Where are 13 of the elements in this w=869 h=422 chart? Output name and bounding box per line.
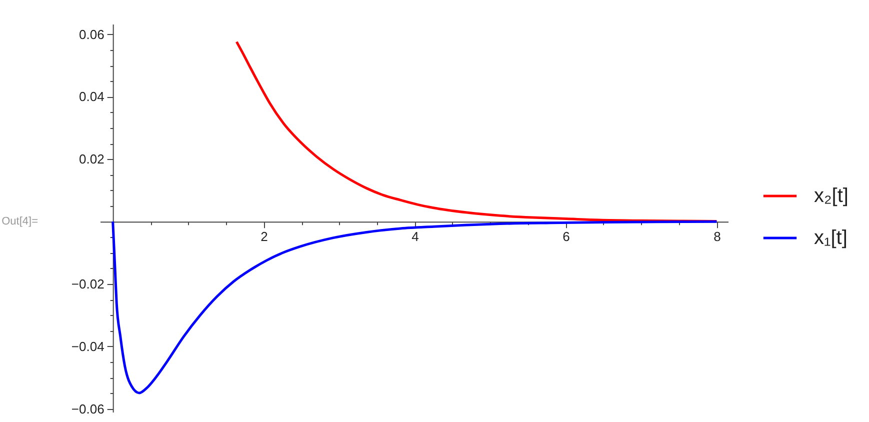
legend-label: x₂[t] [814,185,848,207]
y-tick-label: 0.04 [79,89,104,104]
y-tick-label: −0.04 [71,338,104,354]
y-tick-label: 0.02 [79,152,104,167]
y-tick-label: −0.02 [71,276,104,292]
y-tick-label: 0.06 [79,26,104,42]
legend-label: x₁[t] [814,227,848,249]
y-tick-label: −0.06 [71,401,104,416]
x-tick-label: 6 [562,229,570,244]
x-tick-label: 2 [260,229,268,244]
text: Out[4]= [2,216,38,228]
x-tick-label: 8 [714,229,721,244]
x-tick-label: 4 [412,229,419,244]
